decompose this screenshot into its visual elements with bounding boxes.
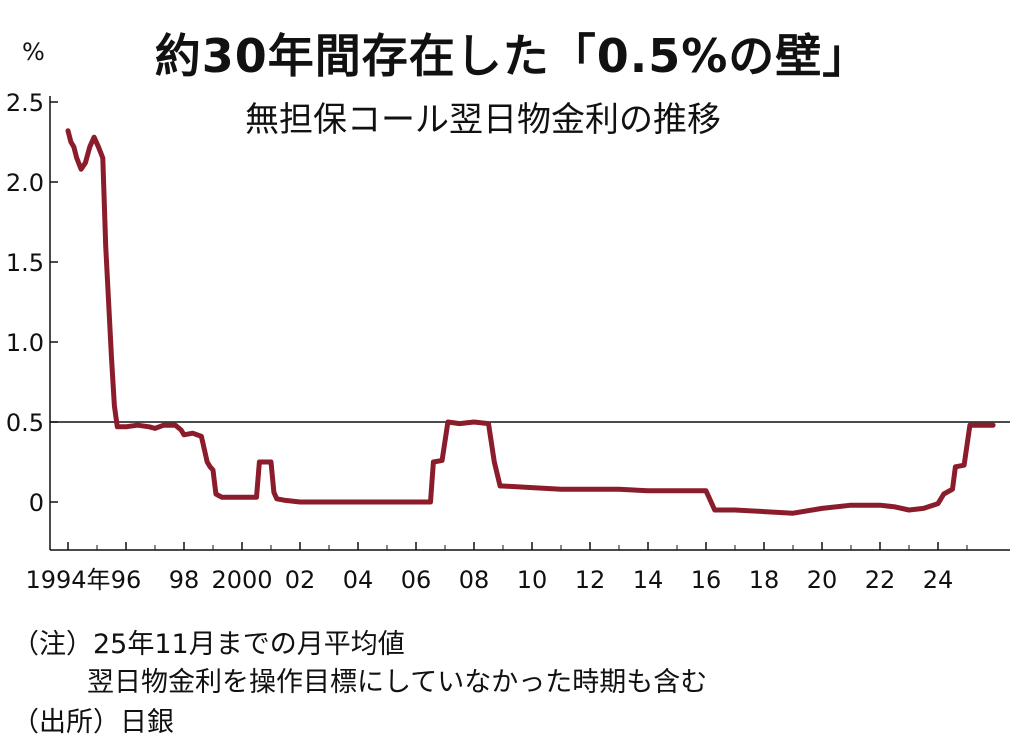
x-tick-label: 16 bbox=[691, 566, 722, 594]
x-axis: 1994年 96 98 2000 02 04 06 08 10 12 14 16 18 20 22 24 bbox=[25, 542, 1010, 594]
x-tick-label: 20 bbox=[807, 566, 838, 594]
x-tick-label: 24 bbox=[923, 566, 954, 594]
note-source: （出所）日銀 bbox=[12, 707, 174, 738]
y-tick-label: 2.5 bbox=[6, 89, 44, 117]
x-tick-label: 12 bbox=[575, 566, 606, 594]
x-tick-label: 04 bbox=[343, 566, 374, 594]
y-tick-label: 0 bbox=[29, 489, 44, 517]
line-chart: 2.5 2.0 1.5 1.0 0.5 0 1994年 96 98 2000 02 04 06 08 10… bbox=[6, 89, 1010, 594]
y-tick-label: 1.0 bbox=[6, 329, 44, 357]
rate-series-line bbox=[65, 128, 996, 516]
x-tick-label: 08 bbox=[459, 566, 490, 594]
x-tick-label: 98 bbox=[169, 566, 200, 594]
note-scope: 翌日物金利を操作目標にしていなかった時期も含む bbox=[87, 667, 708, 698]
y-axis-unit: % bbox=[22, 38, 45, 66]
x-tick-label: 10 bbox=[517, 566, 548, 594]
y-axis: 2.5 2.0 1.5 1.0 0.5 0 bbox=[6, 89, 58, 550]
x-tick-label: 14 bbox=[633, 566, 664, 594]
x-tick-label: 96 bbox=[111, 566, 142, 594]
x-tick-label: 06 bbox=[401, 566, 432, 594]
x-tick-label: 2000 bbox=[211, 566, 272, 594]
y-tick-label: 1.5 bbox=[6, 249, 44, 277]
plot-area bbox=[50, 128, 1010, 516]
y-tick-label: 0.5 bbox=[6, 409, 44, 437]
x-tick-label: 22 bbox=[865, 566, 896, 594]
x-tick-label: 1994年 bbox=[25, 566, 110, 594]
chart-title: 約30年間存在した「0.5%の壁」 bbox=[154, 29, 870, 83]
x-tick-label: 02 bbox=[285, 566, 316, 594]
x-tick-label: 18 bbox=[749, 566, 780, 594]
chart-subtitle: 無担保コール翌日物金利の推移 bbox=[245, 100, 721, 140]
y-tick-label: 2.0 bbox=[6, 169, 44, 197]
note-average: （注）25年11月までの月平均値 bbox=[12, 629, 405, 660]
